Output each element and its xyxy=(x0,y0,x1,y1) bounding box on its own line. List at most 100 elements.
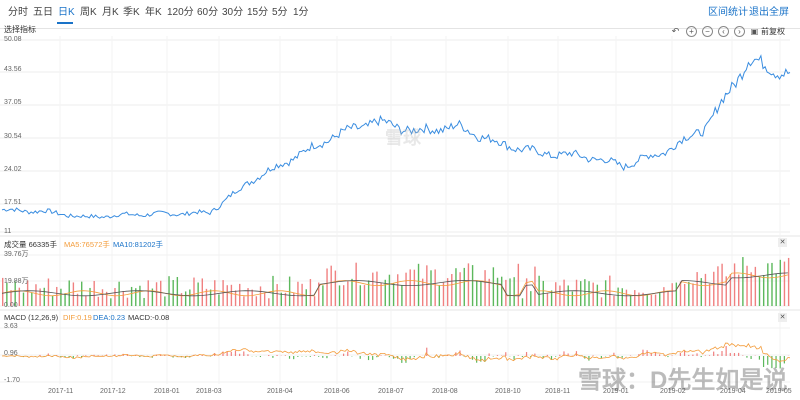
macd-bar xyxy=(771,356,773,369)
macd-bar xyxy=(592,355,594,356)
volume-bar xyxy=(31,292,33,306)
tab-15min[interactable]: 15分 xyxy=(247,7,269,18)
volume-close-icon[interactable]: ✕ xyxy=(778,238,787,247)
volume-bar xyxy=(334,270,337,306)
volume-bar xyxy=(604,280,607,306)
macd-bar xyxy=(284,355,286,356)
macd-bar xyxy=(47,353,49,356)
range-stats-button[interactable]: 区间统计 xyxy=(708,7,748,18)
volume-bar xyxy=(89,287,91,306)
zoom-in-icon[interactable]: + xyxy=(686,26,697,37)
price-line xyxy=(1,54,791,219)
volume-ma10: MA10:81202手 xyxy=(113,240,164,249)
volume-ma10-line xyxy=(1,272,788,297)
volume-bar xyxy=(263,292,266,306)
macd-bar xyxy=(621,356,623,358)
macd-bar xyxy=(380,355,382,356)
macd-bar xyxy=(276,354,278,356)
date-tick-9: 2018-11 xyxy=(545,388,571,395)
date-tick-10: 2019-01 xyxy=(603,388,629,395)
macd-bar xyxy=(679,352,682,356)
macd-dea: DEA:0.23 xyxy=(93,313,126,322)
tab-monthly-k[interactable]: 月K xyxy=(102,7,119,18)
macd-bar xyxy=(550,356,553,360)
tab-fenshi[interactable]: 分时 xyxy=(8,7,28,18)
price-tick-0: 50.08 xyxy=(4,36,22,43)
macd-bar xyxy=(288,356,291,359)
volume-bar xyxy=(164,296,166,306)
tab-30min[interactable]: 30分 xyxy=(222,7,244,18)
macd-bar xyxy=(135,355,137,356)
volume-bar xyxy=(305,289,307,306)
volume-bar xyxy=(729,274,732,306)
volume-bar xyxy=(746,265,748,306)
tab-1min[interactable]: 1分 xyxy=(293,7,309,18)
macd-bar xyxy=(762,356,765,367)
volume-bar xyxy=(376,271,378,306)
volume-bar xyxy=(122,291,124,306)
volume-bar xyxy=(367,280,370,306)
volume-bar xyxy=(176,276,179,306)
tab-quarterly-k[interactable]: 季K xyxy=(123,7,140,18)
volume-tick-2: 0.00 xyxy=(4,302,18,309)
volume-bar xyxy=(738,274,740,306)
volume-bar xyxy=(704,273,707,306)
macd-bar xyxy=(426,347,428,356)
indicator-select[interactable]: 选择指标 xyxy=(4,25,36,34)
volume-bar xyxy=(442,282,445,306)
price-tick-1: 43.56 xyxy=(4,66,22,73)
volume-bar xyxy=(517,263,520,306)
volume-bar xyxy=(139,285,141,306)
tab-60min[interactable]: 60分 xyxy=(197,7,219,18)
volume-bar xyxy=(209,289,212,306)
macd-tick-1: 0.96 xyxy=(4,350,18,357)
volume-bar xyxy=(467,263,470,306)
volume-bar xyxy=(214,280,216,306)
macd-close-icon[interactable]: ✕ xyxy=(778,313,787,322)
watermark-logo: 雪球 xyxy=(385,128,421,148)
volume-bar xyxy=(625,289,628,306)
volume-bar xyxy=(39,288,41,306)
volume-bar xyxy=(488,278,490,306)
macd-bar xyxy=(700,356,702,358)
macd-bar xyxy=(525,352,528,356)
volume-bar xyxy=(72,282,75,306)
tab-yearly-k[interactable]: 年K xyxy=(145,7,162,18)
volume-bar xyxy=(18,287,21,306)
volume-bar xyxy=(509,278,511,306)
macd-bar xyxy=(534,353,536,356)
scroll-right-icon[interactable]: › xyxy=(734,26,745,37)
volume-bar xyxy=(197,282,199,306)
volume-bar xyxy=(351,278,353,306)
price-adjust-select[interactable]: 前复权 xyxy=(761,27,785,36)
macd-bar xyxy=(384,355,386,356)
macd-bar xyxy=(39,354,41,356)
tab-five-day[interactable]: 五日 xyxy=(33,7,53,18)
volume-bar xyxy=(26,280,29,306)
settings-icon[interactable]: ▣ xyxy=(750,27,759,36)
volume-bar xyxy=(758,276,761,306)
volume-bar xyxy=(717,266,719,306)
macd-bar xyxy=(513,356,515,360)
back-icon[interactable]: ↶ xyxy=(671,26,680,36)
exit-fullscreen-button[interactable]: 退出全屏 xyxy=(749,7,789,18)
macd-bar xyxy=(64,356,66,358)
date-tick-6: 2018-07 xyxy=(378,388,404,395)
tab-daily-k[interactable]: 日K xyxy=(58,7,75,18)
volume-bar xyxy=(787,257,790,306)
volume-bar xyxy=(135,288,137,306)
volume-tick-1: 19.88万 xyxy=(4,278,29,285)
tab-weekly-k[interactable]: 周K xyxy=(80,7,97,18)
tab-120min[interactable]: 120分 xyxy=(167,7,194,18)
tab-5min[interactable]: 5分 xyxy=(272,7,288,18)
zoom-out-icon[interactable]: − xyxy=(702,26,713,37)
volume-bar xyxy=(85,295,87,306)
volume-bar xyxy=(492,267,495,306)
scroll-left-icon[interactable]: ‹ xyxy=(718,26,729,37)
volume-bar xyxy=(642,292,644,306)
volume-bar xyxy=(584,279,586,306)
volume-bar xyxy=(280,292,283,306)
volume-bar xyxy=(550,290,553,306)
macd-bar xyxy=(476,356,478,363)
